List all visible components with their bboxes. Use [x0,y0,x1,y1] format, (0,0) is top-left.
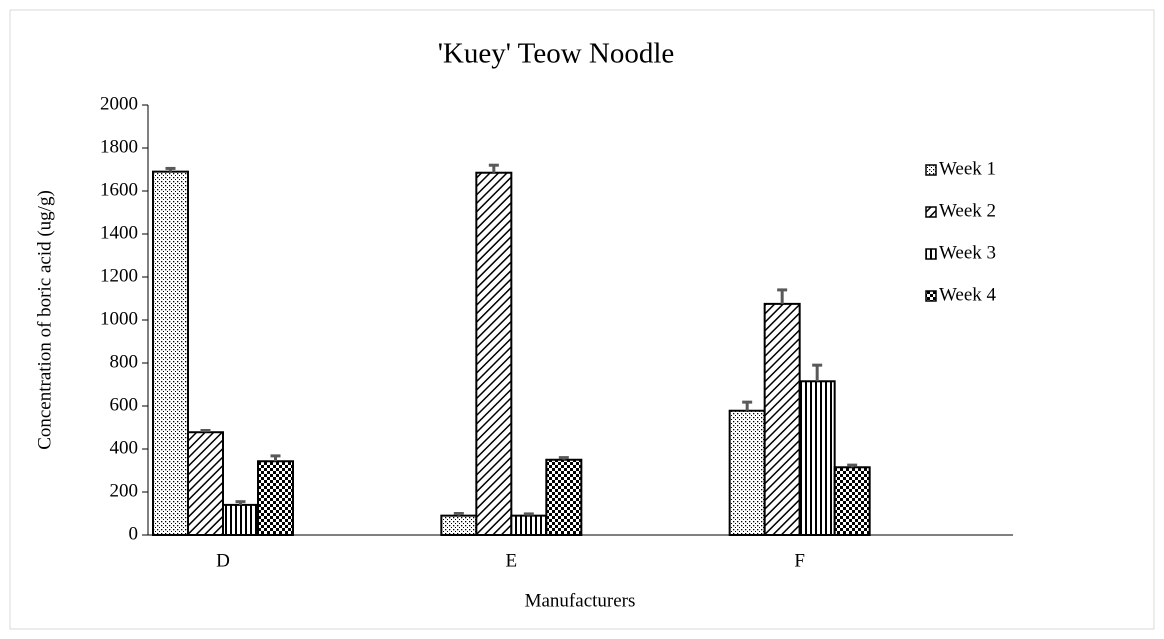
bar [510,514,548,537]
chart-border [9,9,1155,630]
bar [763,302,801,536]
y-axis-label: Concentration of boric acid (ug/g) [34,190,55,450]
error-bar [558,456,569,460]
y-tick-label: 1600 [100,179,138,200]
y-tick-label: 1400 [100,222,138,243]
y-tick-label: 800 [110,351,139,372]
error-bar [165,166,176,172]
legend-swatch [925,248,937,260]
y-tick-label: 200 [110,480,139,501]
x-tick-label: F [794,550,805,571]
error-bar [523,512,534,516]
error-bar [812,363,823,382]
x-tick-label: E [506,550,518,571]
bar [222,503,259,536]
legend-swatch [925,164,937,176]
bar [440,514,478,537]
bar [187,431,224,537]
bar [728,409,766,537]
y-tick-label: 1200 [100,265,138,286]
x-axis-label: Manufacturers [525,590,636,611]
bar [545,458,583,536]
error-bar [742,400,753,411]
y-tick-label: 1800 [100,136,138,157]
x-tick-label: D [216,550,230,571]
legend-swatch [925,290,937,302]
legend-label: Week 2 [939,200,996,221]
y-tick-label: 400 [110,437,139,458]
error-bar [270,454,281,462]
y-tick-label: 600 [110,394,139,415]
chart-title: 'Kuey' Teow Noodle [438,38,675,70]
error-bar [488,163,499,173]
legend-swatch [925,206,937,218]
legend-label: Week 1 [939,158,996,179]
error-bar [235,500,246,505]
bar [798,380,836,536]
legend-label: Week 3 [939,242,996,263]
bar [475,171,513,536]
y-tick-label: 0 [129,523,139,544]
bar [257,460,294,537]
error-bar [200,429,211,433]
bar [833,466,871,536]
legend-label: Week 4 [939,284,997,305]
y-tick-label: 1000 [100,308,138,329]
error-bar [777,288,788,304]
error-bar [453,512,464,516]
error-bar [847,463,858,468]
bar [152,170,189,536]
y-tick-label: 2000 [100,93,138,114]
